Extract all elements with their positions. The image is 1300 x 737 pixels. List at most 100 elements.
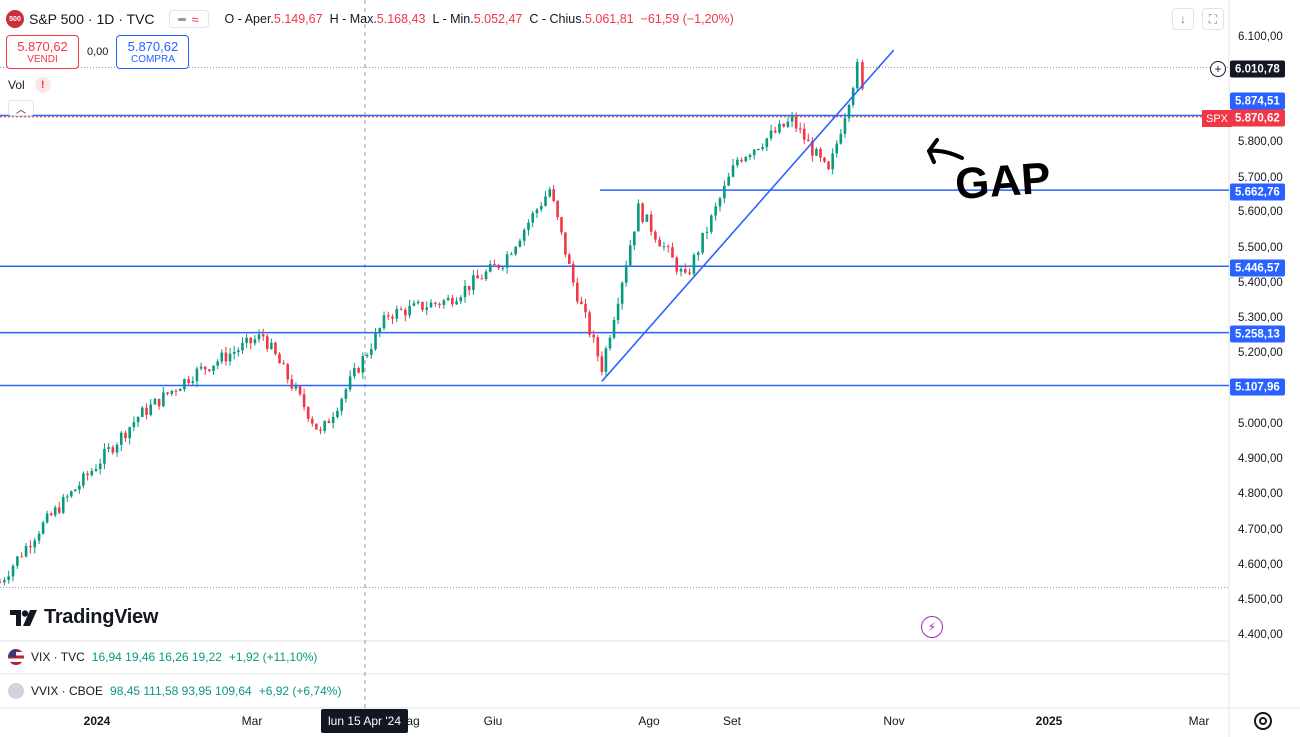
candle-body [53,507,57,516]
candle-body [336,410,339,417]
candle-body [353,367,356,377]
sell-button[interactable]: 5.870,62 VENDI [6,35,79,69]
candle-body [548,189,552,197]
candle-body [11,565,15,577]
y-tick-label: 4.800,00 [1238,488,1283,500]
candle-body [744,156,748,162]
y-tick-label: 5.200,00 [1238,347,1283,359]
vvix-change: +6,92 (+6,74%) [258,684,342,698]
candle-body [382,315,386,329]
candle-body [480,278,484,280]
candle-body [340,398,343,411]
candle-body [265,336,269,349]
top-right-tools: ↓ ⛶ [1172,8,1224,30]
download-icon[interactable]: ↓ [1172,8,1194,30]
candle-body [395,308,399,319]
x-tick-label: Ago [638,714,660,728]
symbol-logo[interactable]: 500 [6,10,24,28]
chevron-up-icon: ︿ [16,104,26,116]
candle-body [819,148,822,158]
candle-body [790,116,794,122]
volume-legend[interactable]: Vol ! [8,77,51,93]
y-tick-label: 4.400,00 [1238,629,1283,641]
collapse-legend-button[interactable]: ︿ [8,100,34,116]
candle-body [835,143,839,154]
candle-body [298,386,302,395]
candle-body [778,123,781,133]
candle-body [24,546,28,557]
candle-body [442,300,446,305]
candle-body [37,533,41,541]
candle-body [115,444,119,453]
candle-body [662,246,666,248]
candle-body [624,265,628,283]
buy-button[interactable]: 5.870,62 COMPRA [116,35,190,69]
candle-body [90,470,94,476]
symbol-title[interactable]: S&P 500 · 1D · TVC [29,11,155,27]
candle-body [369,349,373,355]
warning-icon[interactable]: ! [34,77,51,93]
y-tick-label: 5.300,00 [1238,312,1283,324]
y-tick-label: 4.900,00 [1238,453,1283,465]
candle-body [769,130,773,139]
candle-body [166,392,169,394]
candle-body [531,213,535,223]
buy-label: COMPRA [130,54,175,65]
candle-body [323,421,327,431]
candle-body [658,239,661,247]
candle-body [544,196,547,206]
candle-body [145,407,148,415]
candle-body [290,379,294,389]
candle-body [773,130,777,133]
tv-logo-icon [10,609,37,626]
y-tick-label: 4.500,00 [1238,594,1283,606]
candle-body [0,582,2,584]
gap-annotation: GAP [954,154,1053,210]
vvix-legend[interactable]: VVIX · CBOE 98,45 111,58 93,95 109,64 +6… [8,681,341,701]
series-toggle[interactable]: ≈ [168,10,209,28]
y-tick-label: 5.400,00 [1238,277,1283,289]
candle-body [286,364,290,380]
fullscreen-icon[interactable]: ⛶ [1202,8,1224,30]
candle-body [203,366,207,370]
candle-body [855,62,859,89]
vix-legend[interactable]: VIX · TVC 16,94 19,46 16,26 19,22 +1,92 … [8,647,317,667]
add-alert-icon[interactable]: + [1210,61,1226,77]
x-tick-label: ag [406,714,420,728]
candle-body [348,376,352,390]
settings-gear-icon[interactable] [1254,712,1272,730]
candle-body [119,432,123,445]
candle-body [386,315,390,317]
candle-body [596,337,600,357]
candle-body [459,297,463,302]
candle-body [823,157,826,162]
flash-icon[interactable]: ⚡ [921,616,943,638]
candle-body [61,496,65,513]
candle-body [425,307,429,310]
candle-body [455,301,458,305]
candle-body [153,398,157,405]
candle-body [208,369,211,372]
ohlc-close: C - Chius.5.061,81 [529,12,634,26]
candle-body [641,203,644,222]
candle-body [794,116,798,129]
candle-body [696,252,700,255]
candle-body [391,316,394,319]
candle-body [331,416,335,424]
candle-body [604,348,608,372]
candle-body [811,141,814,156]
volume-label: Vol [8,78,25,92]
candle-body [522,229,526,241]
level-tag: 5.446,57 [1230,259,1285,277]
candle-body [451,297,454,305]
candle-body [212,365,215,372]
candle-body [620,282,624,304]
candle-body [740,159,743,162]
candle-body [434,302,437,304]
candle-body [654,231,657,240]
y-tick-label: 5.700,00 [1238,172,1283,184]
chart-header: 500 S&P 500 · 1D · TVC ≈ O - Aper.5.149,… [6,9,734,29]
candle-body [416,301,420,304]
candle-body [679,269,683,272]
